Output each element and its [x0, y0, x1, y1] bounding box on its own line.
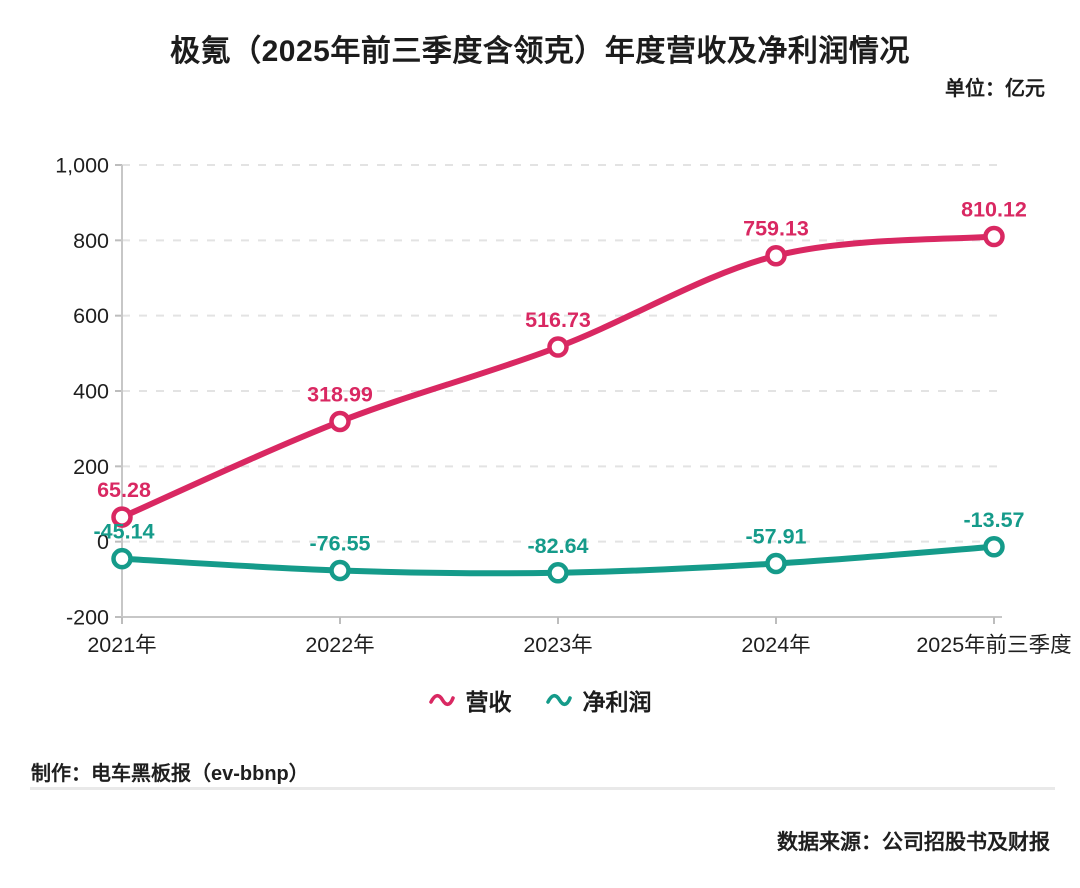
data-label: -82.64: [528, 534, 589, 558]
legend-label-net-profit: 净利润: [582, 689, 652, 715]
data-point-marker: [329, 559, 351, 582]
legend-item-revenue: 营收: [428, 683, 512, 717]
y-tick-label: 0: [97, 530, 109, 554]
x-tick-label: 2025年前三季度: [916, 633, 1071, 657]
data-point-marker: [983, 536, 1005, 558]
footer-divider: [30, 787, 1055, 790]
data-point-marker: [547, 336, 569, 358]
data-point-marker: [329, 410, 351, 433]
data-point-marker: [111, 506, 133, 528]
series-line-revenue: [119, 233, 997, 521]
page-title: 极氪（2025年前三季度含领克）年度营收及净利润情况: [170, 35, 910, 68]
data-label: 318.99: [307, 383, 373, 407]
legend-item-net-profit: 净利润: [545, 683, 652, 717]
data-label: -13.57: [964, 508, 1025, 532]
unit-label: 单位：亿元: [945, 78, 1045, 100]
legend-label-revenue: 营收: [465, 689, 512, 715]
line-chart: -200 0 200 400 600 800 1,000 2021年 2022年 2023年 202…: [0, 130, 1080, 675]
revenue-line-icon: [428, 693, 455, 707]
x-tick-label: 2021年: [87, 633, 156, 657]
y-tick-label: 400: [73, 380, 109, 404]
data-label: 65.28: [97, 478, 151, 502]
data-label: 810.12: [961, 198, 1027, 222]
y-tick-label: 1,000: [55, 154, 109, 178]
data-point-marker: [765, 552, 787, 575]
x-tick-label: 2024年: [741, 633, 810, 657]
data-label: -57.91: [746, 524, 807, 548]
y-tick-label: -200: [66, 606, 109, 630]
data-point-marker: [111, 547, 133, 570]
x-tick-label: 2023年: [523, 633, 592, 657]
data-label: -45.14: [94, 520, 155, 544]
y-tick-label: 600: [73, 304, 109, 328]
y-tick-label: 800: [73, 229, 109, 253]
data-point-marker: [547, 562, 569, 584]
data-label: 516.73: [525, 308, 591, 332]
line-chart-canvas: -200 0 200 400 600 800 1,000 2021年 2022年 2023年 202…: [55, 154, 1071, 658]
data-point-marker: [983, 225, 1005, 248]
x-tick-label: 2022年: [305, 633, 374, 657]
data-source-text: 数据来源：公司招股书及财报: [777, 831, 1050, 854]
net-profit-line-icon: [545, 693, 572, 707]
data-label: 759.13: [743, 217, 809, 241]
data-label: -76.55: [310, 532, 371, 556]
data-point-marker: [765, 244, 787, 267]
chart-legend: 营收 净利润: [0, 680, 1080, 720]
y-tick-label: 200: [73, 455, 109, 479]
credit-text: 制作：电车黑板报（ev-bbnp）: [31, 763, 309, 785]
